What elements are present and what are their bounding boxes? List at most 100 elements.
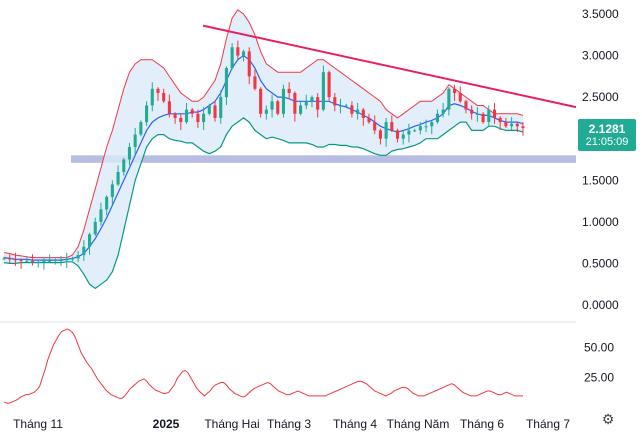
candle[interactable] [487,105,491,126]
candle[interactable] [2,256,6,261]
candle[interactable] [99,202,103,226]
candle[interactable] [281,84,286,118]
candle[interactable] [156,87,160,101]
candle[interactable] [498,116,502,130]
candle[interactable] [122,157,126,176]
candle[interactable] [230,43,234,70]
candle[interactable] [167,94,171,118]
candle[interactable] [36,260,40,268]
candle[interactable] [133,127,137,155]
candle[interactable] [447,87,451,116]
candle[interactable] [356,102,360,120]
candle[interactable] [247,47,251,85]
candle[interactable] [458,86,462,103]
candle[interactable] [470,105,474,120]
candle[interactable] [179,113,183,130]
candle[interactable] [321,65,325,112]
candle[interactable] [276,99,280,116]
candle[interactable] [59,255,63,266]
candle[interactable] [13,252,17,266]
candle[interactable] [8,254,12,264]
price-axis[interactable]: 3.50003.00002.50002.00001.50001.00000.50… [582,7,619,312]
candle[interactable] [76,250,80,263]
candle[interactable] [25,256,29,263]
candle[interactable] [116,165,120,187]
candle[interactable] [196,109,200,128]
candle[interactable] [424,119,428,133]
candle[interactable] [350,101,354,118]
candle[interactable] [430,120,434,135]
candle[interactable] [202,107,206,130]
candle[interactable] [401,130,405,145]
candle[interactable] [390,115,394,133]
descending-trendline[interactable] [202,24,577,109]
oscillator-axis[interactable]: 50.00 25.00 [584,340,614,384]
candle[interactable] [253,69,257,91]
candle[interactable] [316,92,320,118]
candle[interactable] [219,90,223,124]
candle[interactable] [105,195,109,216]
candle[interactable] [224,66,228,106]
candle[interactable] [384,117,388,147]
candle[interactable] [139,120,143,137]
candle[interactable] [65,252,69,269]
candle[interactable] [504,117,508,128]
candle[interactable] [373,115,377,135]
candle[interactable] [361,107,365,126]
candle[interactable] [521,122,525,136]
gear-icon[interactable]: ⚙ [601,412,615,428]
oscillator-pane[interactable] [3,328,523,404]
candle[interactable] [30,254,35,266]
candle[interactable] [464,99,468,114]
candle[interactable] [475,107,479,122]
candle[interactable] [241,49,246,62]
candle[interactable] [173,112,177,124]
candle[interactable] [293,91,297,122]
candle[interactable] [418,122,422,135]
candle[interactable] [110,180,114,205]
candle[interactable] [236,40,240,60]
main-price-pane[interactable] [2,9,577,290]
candle[interactable] [407,123,411,143]
candle[interactable] [310,95,314,108]
candle[interactable] [162,88,166,103]
candle[interactable] [333,92,337,112]
candle[interactable] [190,107,194,118]
candle[interactable] [304,94,308,110]
candle[interactable] [338,98,343,114]
candle[interactable] [378,128,382,145]
candle[interactable] [42,256,46,270]
candle[interactable] [441,102,445,118]
candle[interactable] [19,258,23,269]
candle[interactable] [270,94,274,118]
candle[interactable] [82,240,86,261]
candle[interactable] [150,82,154,112]
candle[interactable] [515,122,519,133]
candle[interactable] [264,105,268,120]
candle[interactable] [344,103,348,108]
candle[interactable] [207,103,211,116]
candle[interactable] [327,70,331,101]
candle[interactable] [510,117,514,130]
candle[interactable] [435,109,440,124]
candle[interactable] [213,101,217,122]
candle[interactable] [145,101,149,126]
candle[interactable] [87,232,92,255]
candle[interactable] [127,142,132,166]
candle[interactable] [453,84,457,101]
candle[interactable] [413,128,417,133]
candle[interactable] [481,112,485,124]
time-axis[interactable]: Tháng 11 2025 Tháng Hai Tháng 3 Tháng 4 Tháng… [13,417,570,431]
candle[interactable] [70,256,74,261]
candle[interactable] [367,113,371,124]
candle[interactable] [287,82,291,99]
candle[interactable] [48,254,52,263]
candle[interactable] [492,102,497,124]
candle[interactable] [93,217,97,236]
candle[interactable] [259,87,263,118]
candle[interactable] [395,128,400,143]
candle[interactable] [299,101,303,116]
candle[interactable] [53,258,57,265]
candle[interactable] [184,102,189,124]
